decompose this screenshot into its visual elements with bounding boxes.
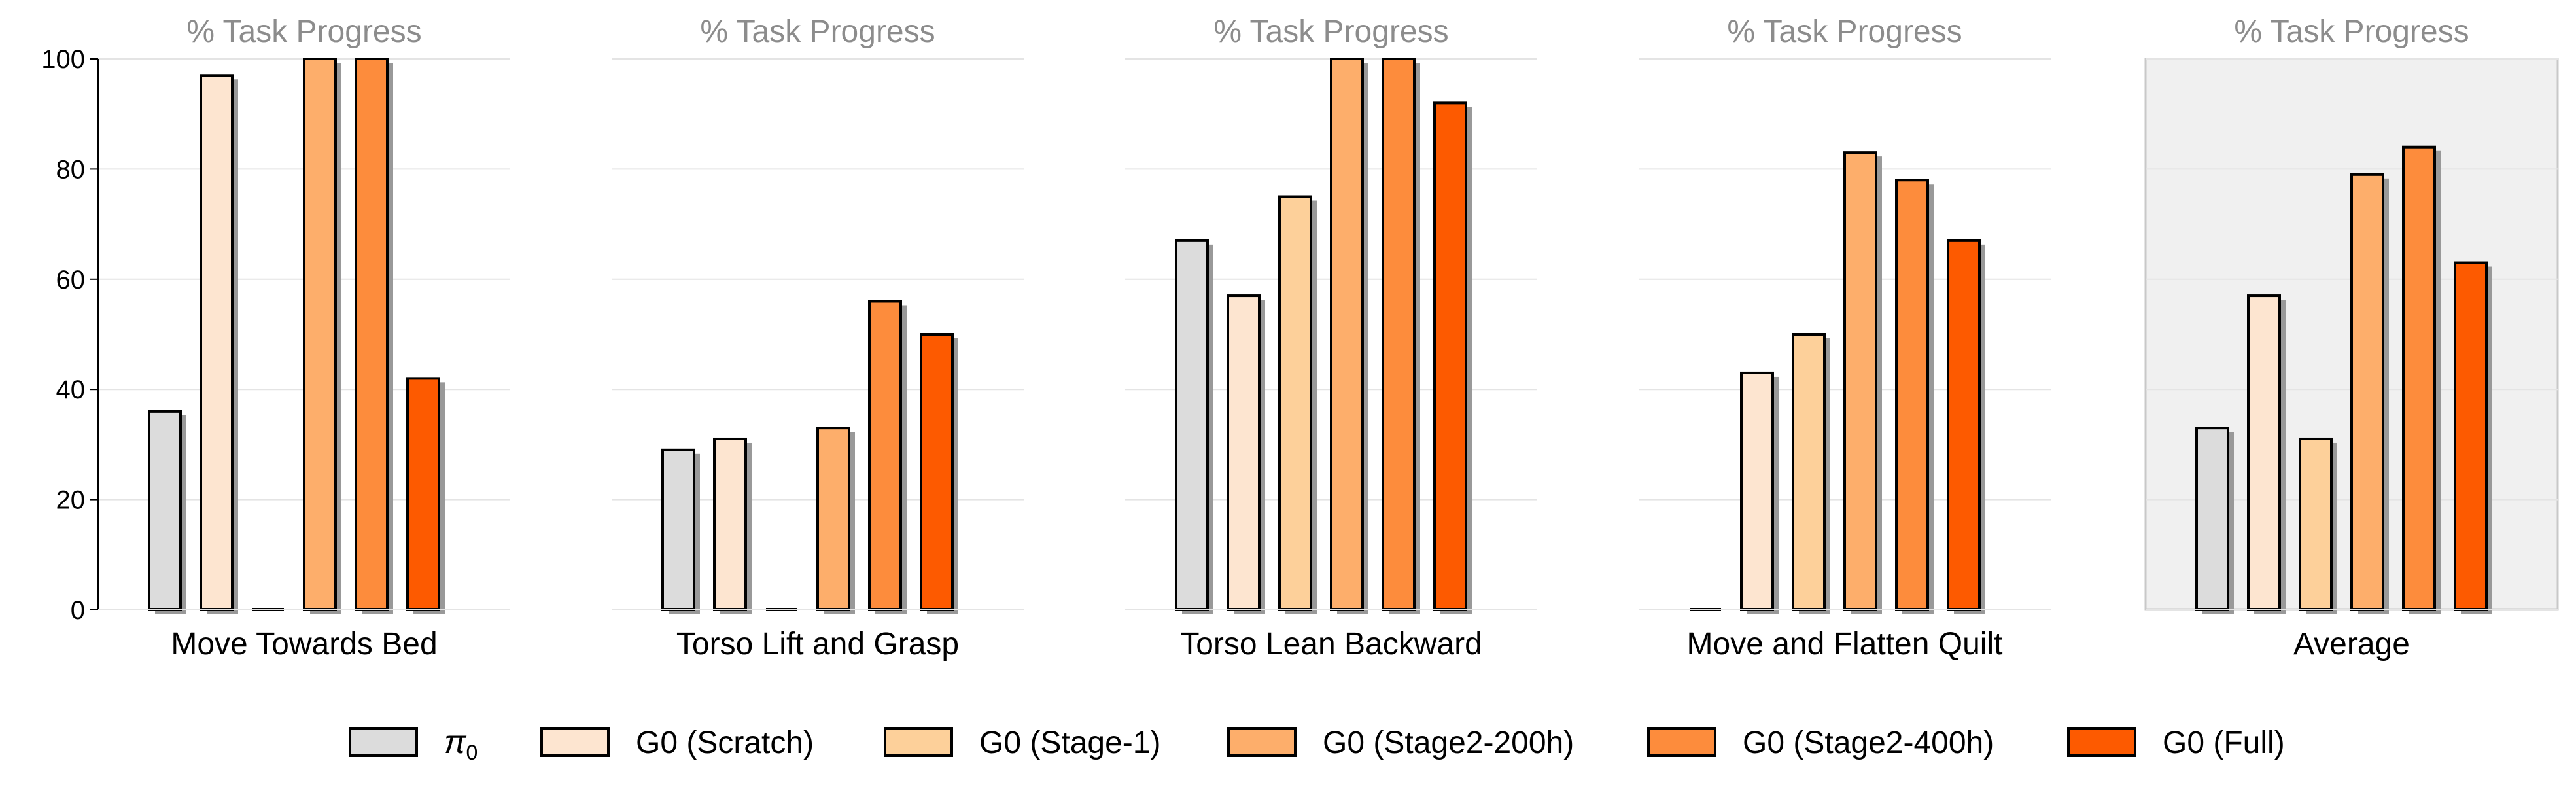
legend-item: G0 (Full) <box>2067 726 2285 760</box>
y-tick-label: 20 <box>56 486 86 515</box>
bar <box>1330 58 1364 611</box>
legend-item: G0 (Scratch) <box>540 726 814 760</box>
panel-title: % Task Progress <box>2234 14 2469 49</box>
legend-label: G0 (Scratch) <box>636 726 814 760</box>
chart-legend: π0 G0 (Scratch) G0 (Stage-1) G0 (Stage2-200… <box>349 724 2285 764</box>
bar <box>1433 101 1467 612</box>
bar <box>1227 294 1261 611</box>
bar <box>1947 239 1981 611</box>
chart-panel: % Task Progress Average <box>2144 14 2559 661</box>
chart-panel: % Task Progress Torso Lift and Grasp <box>612 14 1024 661</box>
y-tick-label: 40 <box>56 376 86 404</box>
bar <box>816 427 850 611</box>
category-label: Torso Lean Backward <box>1180 627 1482 661</box>
bar <box>2402 145 2436 612</box>
chart-panel: 0 20 40 60 80 100 % Task Progress Move Towards … <box>41 14 510 661</box>
bar <box>1382 58 1416 611</box>
legend-label: G0 (Stage2-400h) <box>1743 726 1994 760</box>
legend-swatch <box>884 727 953 757</box>
panel-title: % Task Progress <box>1213 14 1448 49</box>
panel-title: % Task Progress <box>186 14 421 49</box>
y-tick-label: 0 <box>71 596 85 625</box>
bar <box>1792 333 1826 611</box>
bar <box>2350 173 2384 611</box>
bar <box>2454 261 2488 612</box>
bar <box>868 300 902 611</box>
bar <box>1843 151 1877 611</box>
bar <box>713 437 747 611</box>
panel-title: % Task Progress <box>1727 14 1962 49</box>
legend-swatch <box>540 727 610 757</box>
legend-label: G0 (Full) <box>2163 726 2285 760</box>
legend-item: G0 (Stage-1) <box>884 726 1160 760</box>
bar <box>355 58 389 611</box>
bar <box>2299 437 2333 611</box>
bar <box>1740 371 1774 611</box>
panel-title: % Task Progress <box>700 14 935 49</box>
bar <box>1175 239 1209 611</box>
bar <box>148 410 182 611</box>
bar <box>1278 195 1312 611</box>
chart-panel: % Task Progress Move and Flatten Quilt <box>1639 14 2051 661</box>
chart-panels: 0 20 40 60 80 100 % Task Progress Move Towards … <box>41 14 2559 661</box>
legend-swatch <box>2067 727 2136 757</box>
legend-label: G0 (Stage2-200h) <box>1323 726 1574 760</box>
legend-label: G0 (Stage-1) <box>979 726 1160 760</box>
bar <box>661 448 695 611</box>
chart-panel: % Task Progress Torso Lean Backward <box>1125 14 1537 661</box>
y-tick-label: 60 <box>56 266 86 294</box>
bar <box>1895 179 1929 611</box>
bar <box>2195 427 2229 611</box>
y-tick-label: 80 <box>56 155 86 184</box>
legend-item: π0 <box>349 724 478 764</box>
bar <box>920 333 954 611</box>
bar <box>406 377 440 611</box>
category-label: Move Towards Bed <box>171 627 437 661</box>
category-label: Move and Flatten Quilt <box>1687 627 2003 661</box>
bar <box>200 74 234 611</box>
bar <box>303 58 337 611</box>
legend-swatch <box>1227 727 1297 757</box>
category-label: Average <box>2293 627 2410 661</box>
bar <box>2247 294 2281 611</box>
legend-swatch <box>1647 727 1716 757</box>
y-tick-label: 100 <box>41 45 85 74</box>
legend-item: G0 (Stage2-400h) <box>1647 726 1994 760</box>
legend-swatch <box>349 727 418 757</box>
legend-label: π0 <box>444 724 478 764</box>
category-label: Torso Lift and Grasp <box>676 627 959 661</box>
legend-item: G0 (Stage2-200h) <box>1227 726 1574 760</box>
